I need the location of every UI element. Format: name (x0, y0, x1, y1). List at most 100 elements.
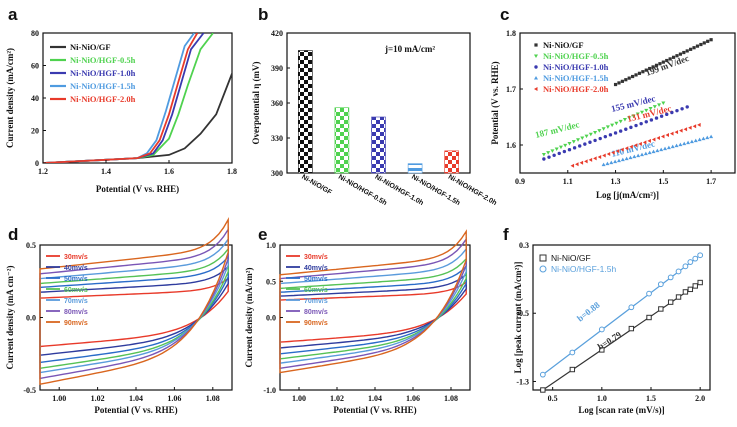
c-data-point (686, 140, 691, 145)
d-cv-loop (39, 216, 229, 386)
f-data-point (675, 294, 682, 300)
c-series (613, 38, 713, 87)
f-data-point (692, 283, 698, 289)
c-xtick-label: 1.1 (563, 177, 573, 186)
a-legend-label: Ni-NiO/HGF-2.0h (70, 94, 136, 104)
c-data-point (629, 144, 633, 149)
f-data-point (598, 326, 605, 333)
c-data-point (597, 129, 602, 133)
c-data-point (693, 138, 698, 143)
c-data-point (546, 151, 551, 155)
d-xlabel: Potential (V vs. RHE) (94, 405, 177, 415)
c-series (601, 134, 714, 167)
c-data-point (614, 121, 619, 126)
a-xtick-label: 1.8 (227, 167, 237, 176)
e-legend-label: 50mv/s (304, 276, 328, 283)
c-data-point (679, 128, 683, 133)
a-legend-label: Ni-NiO/HGF-0.5h (70, 55, 136, 65)
f-data-point (697, 252, 704, 259)
c-data-point (608, 133, 613, 137)
c-data-point (534, 87, 538, 91)
c-data-point (661, 101, 666, 105)
a-ytick-label: 40 (31, 94, 39, 103)
f-legend-marker (539, 265, 547, 273)
f-data-point (657, 281, 664, 288)
c-data-point (658, 62, 662, 66)
f-data-point (628, 304, 635, 311)
f-xtick-label: 1.0 (597, 394, 607, 403)
c-data-point (633, 143, 638, 148)
c-data-point (666, 145, 671, 150)
e-ylabel: Current density (mA/cm²) (244, 267, 254, 367)
c-data-point (640, 152, 645, 157)
b-ytick-label: 360 (271, 99, 283, 108)
f-data-point (687, 286, 694, 293)
c-data-point (593, 130, 598, 135)
c-data-point (706, 39, 710, 43)
c-data-point (701, 136, 706, 141)
c-data-point (583, 142, 587, 146)
c-data-point (570, 163, 575, 168)
c-data-point (675, 54, 679, 58)
a-xtick-label: 1.6 (164, 167, 174, 176)
c-data-point (709, 38, 713, 42)
c-data-point (635, 112, 640, 117)
c-data-point (588, 157, 593, 162)
d-ytick-label: 0.0 (26, 314, 36, 323)
f-slope-label: b=0.88 (575, 299, 602, 323)
c-data-point (685, 49, 689, 53)
d-legend-label: 90mv/s (64, 320, 88, 327)
f-data-point (692, 255, 699, 262)
c-data-point (629, 125, 633, 130)
c-data-point (665, 112, 669, 117)
panel-label-f: f (503, 225, 509, 244)
c-data-point (648, 66, 652, 71)
c-data-point (571, 140, 576, 144)
b-ytick-label: 300 (271, 169, 283, 178)
c-tafel-label: 199 mV/dec (644, 53, 690, 78)
f-legend-label: Ni-NiO/GF (551, 253, 591, 263)
e-xtick-label: 1.04 (368, 394, 382, 403)
f-xtick-label: 2.0 (695, 394, 705, 403)
d-xtick-label: 1.08 (206, 394, 220, 403)
c-data-point (602, 153, 606, 158)
c-data-point (624, 127, 628, 131)
a-xtick-label: 1.2 (38, 167, 48, 176)
c-series (542, 105, 689, 161)
d-legend-label: 50mv/s (64, 276, 88, 283)
a-xtick-label: 1.4 (101, 167, 111, 176)
c-data-point (654, 116, 659, 120)
f-ytick-label: -0.5 (516, 309, 529, 318)
f-legend-label: Ni-NiO/HGF-1.5h (551, 264, 616, 274)
c-data-point (670, 110, 674, 115)
f-data-point (569, 366, 576, 373)
b-ytick-label: 390 (271, 64, 283, 73)
b-ytick-label: 330 (271, 134, 283, 143)
panel-label-a: a (8, 5, 18, 24)
c-data-point (683, 127, 688, 132)
f-xtick-label: 0.5 (548, 394, 558, 403)
c-data-point (588, 140, 592, 144)
c-data-point (632, 154, 637, 159)
c-data-point (702, 41, 706, 45)
c-data-point (606, 152, 611, 157)
c-data-point (678, 52, 682, 56)
f-data-point (682, 289, 689, 295)
c-data-point (639, 121, 643, 126)
f-data-point (667, 274, 674, 281)
e-xtick-label: 1.02 (330, 394, 344, 403)
f-data-point (667, 299, 674, 305)
f-data-point (540, 387, 546, 393)
panel-label-c: c (500, 5, 509, 24)
c-data-point (634, 123, 638, 128)
c-data-point (598, 136, 602, 141)
f-data-point (658, 306, 664, 312)
a-legend-label: Ni-NiO/HGF-1.5h (70, 81, 136, 91)
c-data-point (644, 120, 648, 124)
d-cv-curves (39, 216, 229, 386)
f-ytick-label: -1.3 (516, 377, 529, 386)
f-data-point (569, 349, 576, 356)
d-legend-label: 40mv/s (64, 265, 88, 272)
c-data-point (628, 155, 633, 160)
